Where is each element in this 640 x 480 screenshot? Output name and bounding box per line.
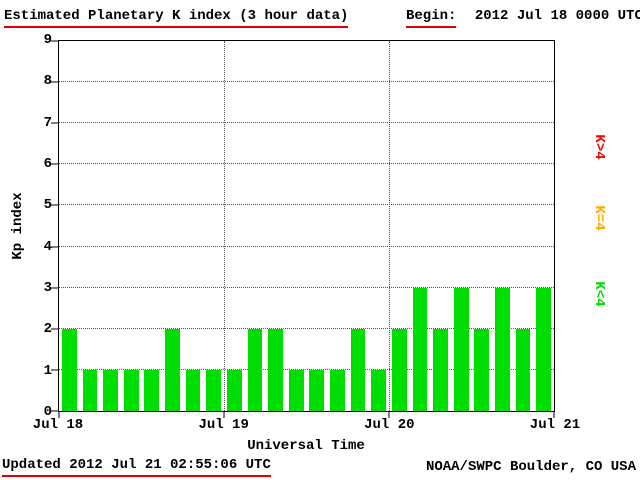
gridline-vertical [224,41,225,411]
gridline-horizontal [59,81,554,83]
begin-timestamp: Begin: 2012 Jul 18 0000 UTC [406,8,640,28]
begin-label: Begin: [406,8,457,28]
gridline-horizontal [59,245,554,247]
x-tick-label: Jul 19 [198,417,249,433]
x-axis-tick-labels: Jul 18 Jul 19 Jul 20 Jul 21 [33,417,580,435]
kp-bar [412,287,428,411]
x-tick-mark [58,412,60,418]
y-axis-title: Kp index [10,192,26,260]
y-tick-label: 8 [43,73,52,90]
kp-bar [61,328,77,411]
x-tick-mark [388,412,390,418]
y-tick-label: 1 [43,362,52,379]
kp-bar [433,328,448,411]
gridline-horizontal [59,368,554,370]
kp-bar [103,369,118,411]
y-tick-mark [51,410,58,412]
y-tick-mark [51,163,58,165]
chart-title: Estimated Planetary K index (3 hour data… [4,8,349,28]
gridline-horizontal [59,204,554,206]
kp-bar [144,369,160,411]
kp-bar [495,287,510,411]
kp-bar [391,328,407,411]
kp-bar [309,369,325,411]
gridline-horizontal [59,327,554,329]
y-tick-label: 2 [43,321,52,338]
begin-value: 2012 Jul 18 0000 UTC [474,8,640,24]
y-tick-mark [51,369,58,371]
y-tick-label: 6 [43,156,52,172]
kp-bar [206,369,222,411]
kp-bar [330,369,345,411]
gridline-vertical [389,41,390,411]
plot-area [51,40,555,418]
x-tick-label: Jul 21 [529,417,581,433]
y-tick-label: 4 [43,238,52,255]
kp-bar [371,369,387,411]
y-tick-mark [51,40,58,42]
y-axis-tick-labels: 0 1 2 3 4 5 6 7 8 9 [26,33,52,419]
kp-bar [268,328,283,411]
kp-bar [515,328,531,411]
legend-item-k-eq-4: K=4 [591,205,607,231]
y-tick-mark [51,246,58,248]
y-tick-mark [51,287,58,289]
y-tick-mark [51,328,58,330]
y-tick-label: 3 [43,280,52,296]
legend-item-k-lt-4: K<4 [591,281,607,307]
y-tick-label: 5 [43,197,52,214]
kp-bar [185,369,201,411]
gridline-horizontal [59,286,554,288]
kp-bar [474,328,490,411]
updated-timestamp: Updated 2012 Jul 21 02:55:06 UTC [2,457,271,477]
source-credit: NOAA/SWPC Boulder, CO USA [425,459,636,475]
y-tick-mark [51,81,58,83]
y-tick-label: 0 [43,404,52,420]
y-tick-label: 9 [43,32,52,48]
x-tick-label: Jul 18 [32,417,84,433]
kp-bar [453,287,469,411]
x-axis-title: Universal Time [247,438,365,454]
x-tick-mark [553,412,555,418]
x-tick-mark [223,412,225,418]
gridline-horizontal [59,122,554,124]
kp-bar [82,369,98,411]
kp-bar [288,369,304,411]
y-tick-mark [51,122,58,124]
kp-bar [350,328,366,411]
y-tick-mark [51,204,58,206]
legend: K>4 K=4 K<4 [586,0,612,480]
kp-bar [226,369,242,411]
kp-bar [536,287,552,411]
kp-bar [247,328,263,411]
kp-bar [123,369,139,411]
gridline-horizontal [59,163,554,165]
x-tick-label: Jul 20 [364,417,415,433]
legend-item-k-gt-4: K>4 [591,134,607,160]
kp-bar [165,328,180,411]
y-tick-label: 7 [43,114,52,131]
